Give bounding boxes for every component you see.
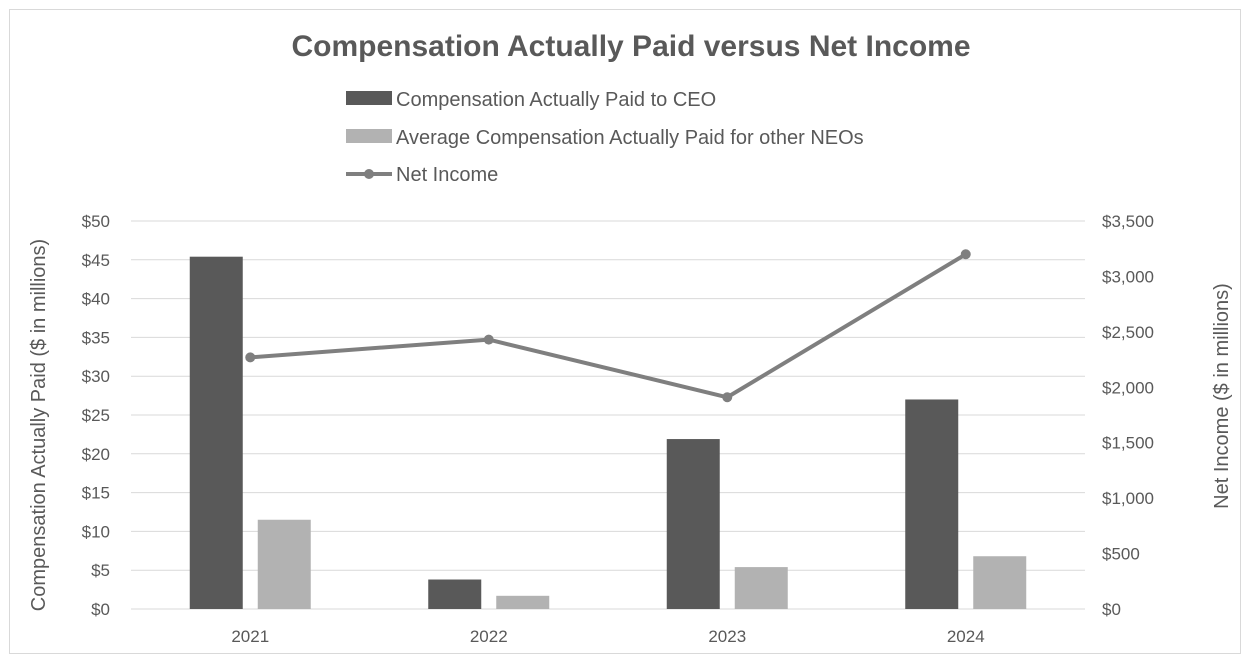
net-income-line <box>250 252 967 400</box>
y-tick-label: $5 <box>91 561 110 580</box>
net-income-point <box>722 392 733 403</box>
y-tick-label: $45 <box>82 251 110 270</box>
y2-tick-label: $0 <box>1102 600 1121 619</box>
chart-title: Compensation Actually Paid versus Net In… <box>291 30 970 63</box>
y-axis-ticks: $0 $5 $10 $15 $20 $25 $30 $35 $40 $45 $50 <box>82 212 110 619</box>
net-income-point <box>483 334 494 345</box>
y-tick-label: $35 <box>82 328 110 347</box>
y-axis-label: Compensation Actually Paid ($ in million… <box>28 239 50 611</box>
y-tick-label: $30 <box>82 367 110 386</box>
y-tick-label: $10 <box>82 522 110 541</box>
y2-tick-label: $3,500 <box>1102 212 1154 231</box>
y-tick-label: $25 <box>82 406 110 425</box>
y2-tick-label: $2,500 <box>1102 323 1154 342</box>
x-tick-label: 2021 <box>231 627 269 646</box>
legend-label-net-income: Net Income <box>396 164 498 186</box>
legend-label-ceo: Compensation Actually Paid to CEO <box>396 89 716 111</box>
y2-tick-label: $3,000 <box>1102 267 1154 286</box>
x-tick-label: 2022 <box>470 627 508 646</box>
legend-swatch-ceo <box>346 91 392 105</box>
bar-ceo <box>428 579 482 609</box>
legend-item-neos: Average Compensation Actually Paid for o… <box>346 127 864 149</box>
y-tick-label: $50 <box>82 212 110 231</box>
x-tick-label: 2023 <box>708 627 746 646</box>
net-income-point <box>245 352 256 363</box>
x-axis-ticks: 2021 2022 2023 2024 <box>231 627 984 646</box>
y-tick-label: $40 <box>82 290 110 309</box>
x-tick-label: 2024 <box>947 627 985 646</box>
legend-item-net-income: Net Income <box>346 164 498 186</box>
legend-label-neos: Average Compensation Actually Paid for o… <box>396 127 864 149</box>
net-income-point <box>960 249 971 260</box>
y2-axis-ticks: $0 $500 $1,000 $1,500 $2,000 $2,500 $3,000 $3,5… <box>1102 212 1154 619</box>
bars <box>189 256 1027 609</box>
y2-tick-label: $500 <box>1102 545 1140 564</box>
legend: Compensation Actually Paid to CEO Averag… <box>346 89 864 186</box>
y-tick-label: $15 <box>82 484 110 503</box>
bar-ceo <box>666 439 720 609</box>
bar-other-neos <box>973 556 1027 609</box>
y2-tick-label: $1,500 <box>1102 434 1154 453</box>
y-tick-label: $0 <box>91 600 110 619</box>
y2-tick-label: $2,000 <box>1102 378 1154 397</box>
legend-marker-net-income <box>364 169 374 179</box>
bar-other-neos <box>496 595 550 609</box>
bar-ceo <box>905 399 959 609</box>
bar-other-neos <box>257 519 311 609</box>
legend-swatch-neos <box>346 129 392 143</box>
bar-other-neos <box>734 567 788 609</box>
bar-ceo <box>189 256 243 609</box>
y-tick-label: $20 <box>82 445 110 464</box>
y2-axis-label: Net Income ($ in millions) <box>1211 283 1233 509</box>
legend-item-ceo: Compensation Actually Paid to CEO <box>346 89 716 111</box>
net-income-line-group <box>245 249 971 403</box>
y2-tick-label: $1,000 <box>1102 489 1154 508</box>
